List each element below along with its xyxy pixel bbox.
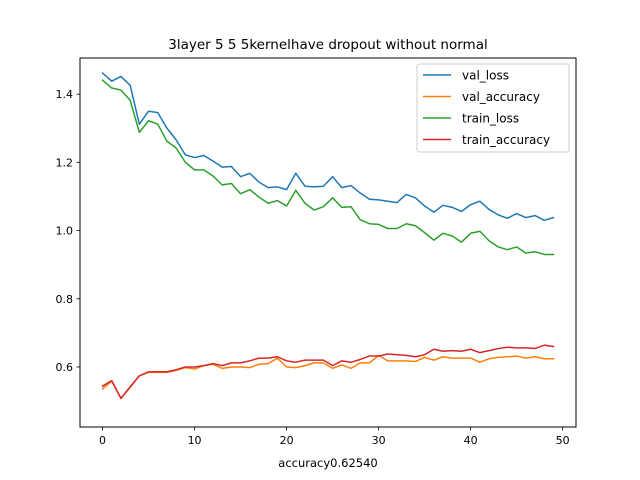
x-axis-label: accuracy0.62540 — [278, 456, 377, 470]
plot-area — [101, 71, 555, 400]
series-line-train-loss — [101, 79, 555, 256]
series-line-val-loss — [101, 71, 555, 222]
legend: val_loss val_accuracy train_loss train_accu… — [416, 63, 570, 153]
legend-label-train-accuracy: train_accuracy — [462, 133, 550, 147]
axes-frame — [79, 57, 577, 428]
x-tick-label: 50 — [556, 434, 570, 447]
x-tick-label: 30 — [372, 434, 386, 447]
legend-label-train-loss: train_loss — [462, 112, 519, 126]
legend-label-val-accuracy: val_accuracy — [462, 90, 540, 104]
series-line-train-accuracy — [101, 344, 555, 400]
y-tick-label: 1.0 — [56, 225, 74, 238]
legend-box — [416, 63, 570, 153]
x-tick-label: 0 — [99, 434, 106, 447]
axes: 0 10 20 30 40 50 0.6 0.8 1.0 1.2 1.4 — [56, 88, 570, 447]
y-tick-label: 1.4 — [56, 88, 74, 101]
y-tick-label: 0.6 — [56, 361, 74, 374]
y-tick-label: 0.8 — [56, 293, 74, 306]
x-tick-label: 10 — [188, 434, 202, 447]
legend-label-val-loss: val_loss — [462, 69, 509, 83]
y-tick-label: 1.2 — [56, 156, 74, 169]
x-tick-label: 40 — [464, 434, 478, 447]
chart-title: 3layer 5 5 5kernelhave dropout without n… — [168, 37, 487, 53]
x-tick-label: 20 — [280, 434, 294, 447]
